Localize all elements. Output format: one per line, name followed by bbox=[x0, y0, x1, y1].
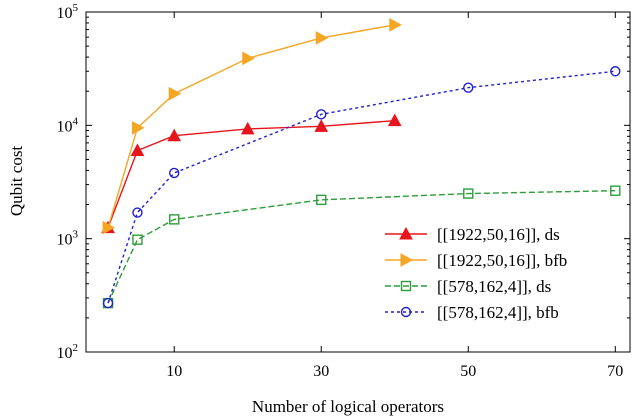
data-point bbox=[169, 167, 180, 179]
data-point bbox=[132, 234, 143, 245]
series-line bbox=[107, 24, 395, 228]
data-point bbox=[242, 51, 255, 66]
data-point bbox=[240, 121, 255, 135]
x-tick-label: 10 bbox=[166, 363, 182, 380]
legend-marker bbox=[400, 253, 414, 267]
data-point bbox=[389, 18, 402, 32]
data-point bbox=[169, 214, 180, 225]
axes-frame bbox=[85, 11, 631, 353]
data-point bbox=[610, 66, 621, 77]
series-line bbox=[107, 189, 616, 304]
y-tick-label: 104 bbox=[57, 115, 79, 135]
data-point bbox=[610, 185, 621, 196]
legend-label: [[578,162,4]], bfb bbox=[437, 303, 559, 322]
data-point bbox=[316, 109, 327, 120]
legend-marker bbox=[400, 280, 412, 292]
data-point bbox=[315, 31, 329, 45]
x-tick-label: 70 bbox=[607, 363, 623, 380]
data-point bbox=[387, 113, 402, 127]
data-point bbox=[132, 207, 143, 218]
data-point bbox=[102, 297, 114, 309]
data-point bbox=[167, 128, 182, 142]
y-tick-labels: 102 103 104 105 bbox=[57, 2, 79, 362]
series-line bbox=[107, 119, 395, 228]
legend-marker bbox=[400, 306, 412, 318]
x-tick-label: 50 bbox=[460, 363, 476, 380]
y-axis-title: Qubit cost bbox=[7, 146, 26, 217]
y-tick-label: 105 bbox=[57, 2, 79, 22]
legend-label: [[1922,50,16]], ds bbox=[437, 225, 560, 244]
series-0 bbox=[101, 113, 402, 234]
x-axis-title: Number of logical operators bbox=[252, 397, 444, 416]
legend-label: [[578,162,4]], ds bbox=[437, 277, 551, 296]
data-point bbox=[463, 82, 474, 93]
legend-marker bbox=[399, 226, 413, 240]
data-point bbox=[314, 119, 329, 132]
x-tick-labels: 10 30 50 70 bbox=[166, 363, 623, 380]
y-tick-label: 102 bbox=[57, 342, 79, 362]
data-point bbox=[131, 121, 145, 135]
legend: [[1922,50,16]], ds [[1922,50,16]], bfb [[5… bbox=[385, 225, 567, 322]
plot-frame bbox=[85, 11, 631, 353]
x-tick-label: 30 bbox=[313, 363, 329, 380]
series-line bbox=[107, 70, 616, 304]
data-point bbox=[168, 86, 182, 101]
data-point bbox=[102, 220, 116, 235]
series-3 bbox=[102, 66, 621, 309]
legend-label: [[1922,50,16]], bfb bbox=[437, 251, 567, 270]
series-1 bbox=[102, 18, 402, 235]
series-layer bbox=[101, 18, 621, 309]
data-point bbox=[316, 194, 327, 206]
data-point bbox=[130, 143, 145, 156]
data-point bbox=[463, 188, 474, 199]
y-tick-label: 103 bbox=[57, 229, 79, 249]
